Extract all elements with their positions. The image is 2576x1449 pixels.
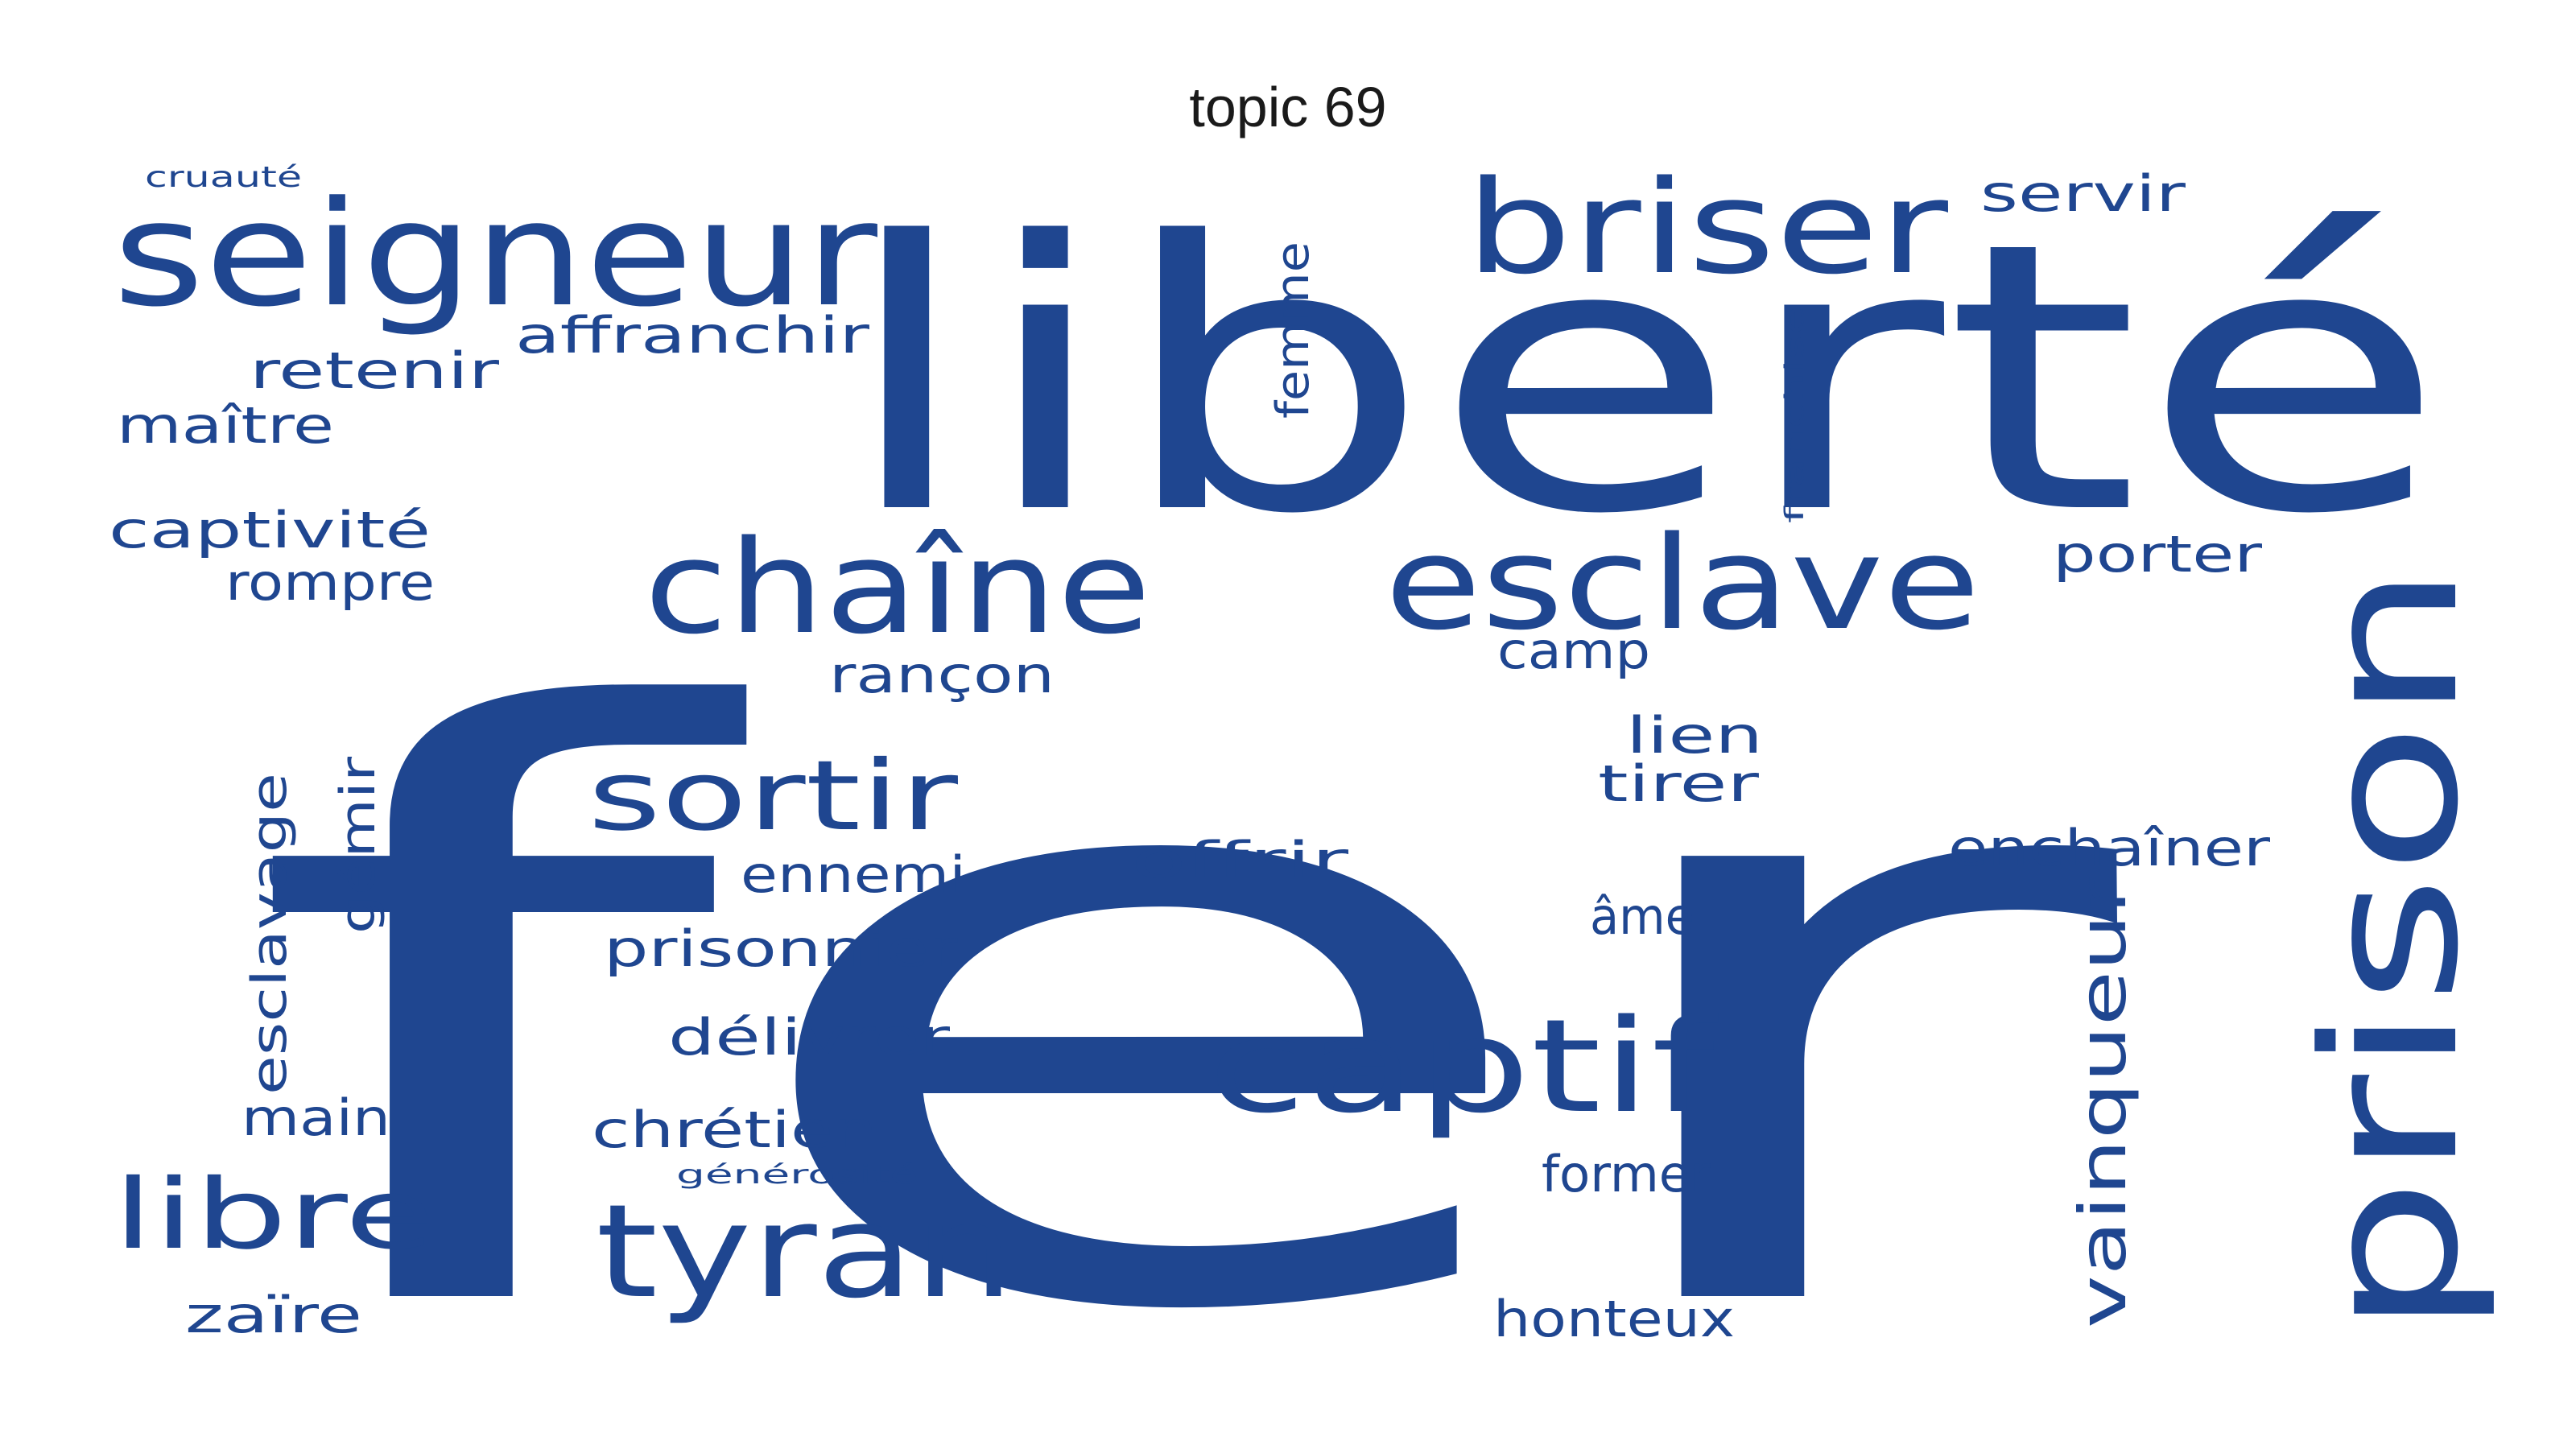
word-cruaute: cruauté <box>145 161 302 194</box>
word-generosite: générosité <box>676 1159 918 1190</box>
word-prison: prison <box>2285 564 2500 1336</box>
figure-title: topic 69 <box>1189 76 1387 138</box>
word-liberte: liberté <box>837 164 2447 595</box>
word-briser: briser <box>1465 152 1948 303</box>
word-captivite: captivité <box>109 501 431 559</box>
word-lien: lien <box>1626 706 1763 765</box>
word-former: former <box>1542 1145 1711 1203</box>
word-sortir: sortir <box>588 741 959 852</box>
word-esclavage: esclavage <box>242 773 298 1095</box>
word-gemir: gémir <box>330 757 386 934</box>
word-affranchir: affranchir <box>515 306 870 365</box>
word-rancon: rançon <box>829 646 1055 704</box>
word-honteux: honteux <box>1493 1290 1735 1348</box>
word-chaine: chaîne <box>644 512 1151 663</box>
word-prisonnier: prisonnier <box>604 919 959 978</box>
word-captif: captif <box>1208 991 1719 1141</box>
word-servir: servir <box>1980 164 2186 223</box>
word-delivrer: délivrer <box>668 1008 951 1067</box>
word-fer: fer <box>242 549 2132 1449</box>
word-tyran: tyran <box>596 1176 1014 1327</box>
word-seigneur: seigneur <box>113 171 877 339</box>
word-franchise: franchise <box>1779 306 1810 523</box>
word-main: main <box>242 1088 390 1147</box>
word-porter: porter <box>2053 525 2263 584</box>
word-esclave: esclave <box>1385 508 1980 658</box>
word-rompre: rompre <box>225 553 435 612</box>
word-maitre: maître <box>117 396 334 455</box>
word-retenir: retenir <box>250 341 500 400</box>
word-enchainer: enchaîner <box>1948 819 2271 877</box>
word-ame: âme <box>1590 887 1695 946</box>
word-femme: femme <box>1267 242 1319 419</box>
word-camp: camp <box>1497 621 1650 680</box>
word-chretien: chrétien <box>592 1100 877 1159</box>
word-offrir: offrir <box>1131 831 1349 890</box>
word-zaire: zaïre <box>185 1286 362 1344</box>
word-libre: libre <box>113 1159 435 1271</box>
word-ennemi: ennemi <box>741 845 966 904</box>
word-vainqueur: vainqueur <box>2066 877 2140 1328</box>
word-tirer: tirer <box>1598 754 1760 813</box>
